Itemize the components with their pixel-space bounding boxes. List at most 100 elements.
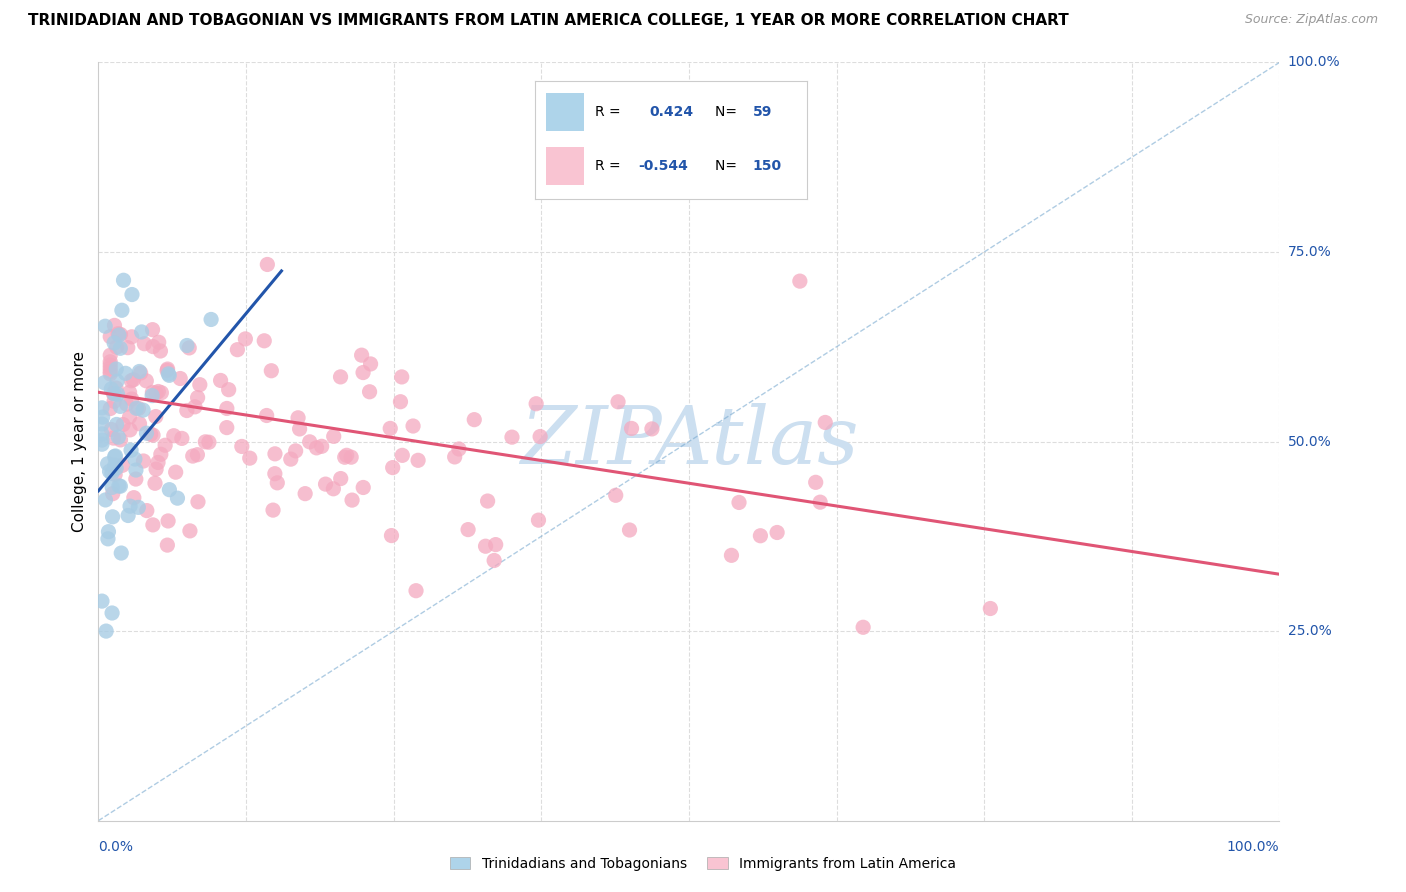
Point [141,385,163,400]
Point [104,449,127,463]
Point [463,412,485,426]
Point [350,348,373,362]
Point [406,453,429,467]
Text: ZIPAtlas: ZIPAtlas [520,403,858,480]
Point [294,486,316,500]
Point [94,624,117,639]
Point [169,371,191,385]
Point [333,450,356,465]
Point [91,410,114,425]
Point [188,377,211,392]
Point [101,606,124,620]
Point [148,384,170,399]
Point [135,503,157,517]
Point [98,355,121,369]
Point [305,441,328,455]
Point [145,462,167,476]
Point [97,532,120,546]
Point [103,318,125,333]
Point [141,388,163,402]
Point [749,529,772,543]
Point [98,348,121,362]
Point [110,400,132,414]
Point [186,448,208,462]
Point [482,553,505,567]
Point [814,416,837,430]
Point [156,538,179,552]
Point [157,368,180,383]
Point [176,338,198,352]
Point [329,370,352,384]
Point [280,452,302,467]
Point [98,464,121,478]
Point [110,433,132,447]
Point [118,385,141,400]
Point [720,549,742,563]
Y-axis label: College, 1 year or more: College, 1 year or more [72,351,87,532]
Point [620,421,643,435]
Point [766,525,789,540]
Point [142,340,165,354]
Point [135,426,157,441]
Point [266,475,288,490]
Point [226,343,249,357]
Point [121,330,143,344]
Point [340,450,363,465]
Point [127,401,149,416]
Point [231,439,253,453]
Point [104,458,127,473]
Text: Source: ZipAtlas.com: Source: ZipAtlas.com [1244,13,1378,27]
Point [256,409,278,423]
Point [402,419,425,434]
Point [181,449,204,463]
Point [322,429,344,443]
Point [105,461,128,475]
Point [118,423,141,437]
Point [121,287,143,301]
Point [120,374,142,388]
Point [728,495,751,509]
Point [132,454,155,468]
Point [389,394,412,409]
Point [165,465,187,479]
Point [118,409,141,424]
Point [97,457,120,471]
Point [808,495,831,509]
Point [447,442,470,456]
Point [804,475,827,490]
Point [336,448,359,462]
Point [91,594,114,608]
Point [108,479,131,493]
Point [111,303,134,318]
Point [142,428,165,442]
Point [117,508,139,523]
Point [641,422,664,436]
Point [98,401,121,416]
Point [103,387,125,401]
Point [107,326,129,341]
Point [94,492,117,507]
Point [129,366,152,380]
Point [110,341,132,355]
Point [359,384,381,399]
Point [100,422,122,436]
Point [852,620,875,634]
Point [105,374,128,388]
Point [607,394,630,409]
Point [148,335,170,350]
Point [101,509,124,524]
Point [256,257,278,271]
Point [98,367,121,381]
Point [605,488,627,502]
Text: 100.0%: 100.0% [1227,840,1279,855]
Point [194,434,217,449]
Point [391,370,413,384]
Point [103,386,125,401]
Point [477,494,499,508]
Point [163,428,186,442]
Point [142,517,165,532]
Point [105,381,128,395]
Point [262,503,284,517]
Point [380,528,402,542]
Point [218,383,240,397]
